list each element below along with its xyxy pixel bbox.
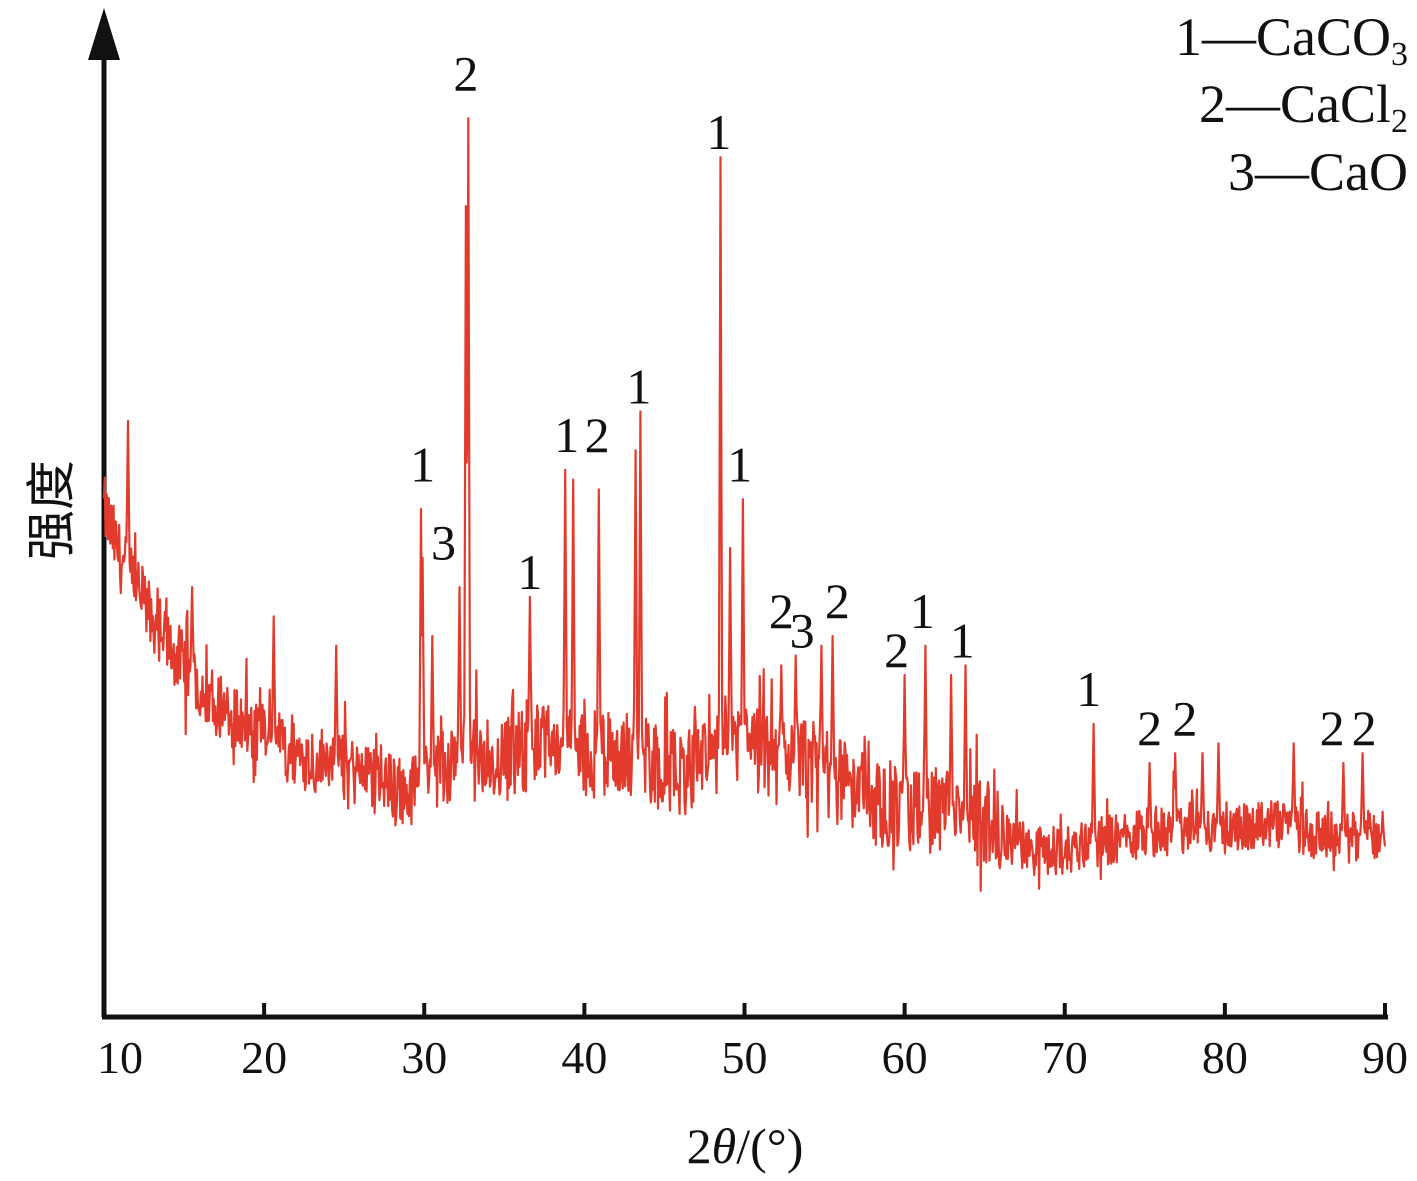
xrd-series-line — [102, 117, 1387, 893]
x-axis-label-theta: θ — [712, 1118, 737, 1174]
x-tick-label-20: 20 — [241, 1032, 287, 1083]
peak-label-0: 1 — [410, 436, 435, 492]
legend-formula: CaO — [1309, 142, 1408, 202]
legend-formula: CaCO — [1256, 7, 1391, 67]
x-tick-label-70: 70 — [1042, 1032, 1088, 1083]
x-tick-labels: 10 20 30 40 50 60 70 80 90 — [97, 1032, 1408, 1083]
legend-entry-2: 2—CaCl2 — [1199, 74, 1408, 140]
legend-number: 2— — [1199, 74, 1281, 134]
x-axis-label-prefix: 2 — [687, 1118, 712, 1174]
legend-subscript: 2 — [1391, 103, 1408, 140]
peak-label-17: 2 — [1172, 690, 1197, 746]
legend-formula: CaCl — [1280, 74, 1391, 134]
peak-label-8: 1 — [727, 436, 752, 492]
y-axis-arrow — [88, 8, 120, 60]
x-axis-label: 2θ/(°) — [687, 1118, 804, 1174]
x-tick-label-40: 40 — [561, 1032, 607, 1083]
legend-number: 3— — [1228, 142, 1310, 202]
peak-label-6: 1 — [626, 358, 651, 414]
peak-label-19: 2 — [1352, 700, 1377, 756]
peak-label-2: 2 — [453, 46, 478, 102]
legend-entry-1: 1—CaCO3 — [1175, 7, 1408, 73]
peak-label-4: 1 — [554, 407, 579, 463]
peak-label-14: 1 — [950, 612, 975, 668]
peak-label-11: 2 — [825, 573, 850, 629]
x-tick-label-30: 30 — [401, 1032, 447, 1083]
peak-label-9: 2 — [769, 583, 794, 639]
y-axis-label: 强度 — [23, 460, 81, 560]
peak-label-1: 3 — [431, 515, 456, 571]
x-tick-label-80: 80 — [1202, 1032, 1248, 1083]
legend-entry-3: 3—CaO — [1228, 142, 1408, 202]
x-tick-label-90: 90 — [1362, 1032, 1408, 1083]
peak-label-13: 1 — [910, 583, 935, 639]
peak-label-10: 3 — [790, 603, 815, 659]
x-ticks — [102, 1003, 1387, 1017]
x-tick-label-50: 50 — [722, 1032, 768, 1083]
peak-label-3: 1 — [517, 544, 542, 600]
peak-label-5: 2 — [585, 407, 610, 463]
x-tick-label-10: 10 — [97, 1032, 143, 1083]
peak-label-12: 2 — [884, 622, 909, 678]
legend-subscript: 3 — [1391, 36, 1408, 73]
peak-label-7: 1 — [706, 104, 731, 160]
peak-label-16: 2 — [1137, 700, 1162, 756]
legend-number: 1— — [1175, 7, 1257, 67]
peak-label-18: 2 — [1320, 700, 1345, 756]
x-axis-label-suffix: /(°) — [736, 1118, 803, 1174]
peak-label-15: 1 — [1076, 661, 1101, 717]
x-tick-label-60: 60 — [882, 1032, 928, 1083]
